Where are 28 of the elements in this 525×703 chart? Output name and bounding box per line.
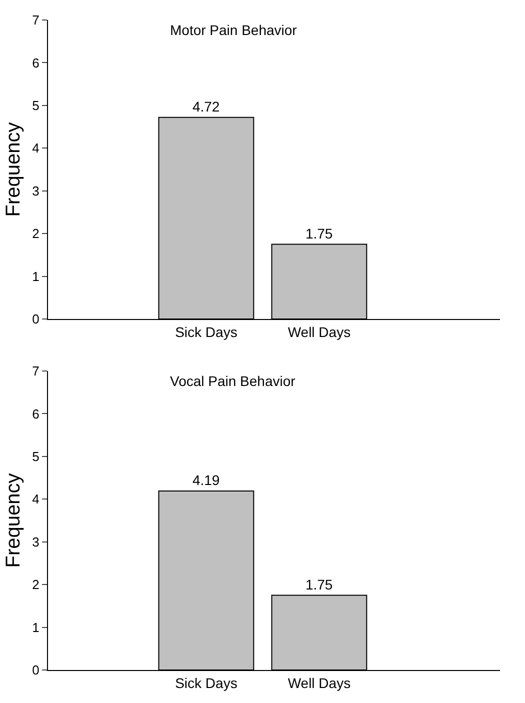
y-tick-label: 7 <box>32 12 40 28</box>
data-label: 1.75 <box>305 576 333 592</box>
y-tick-label: 4 <box>32 492 40 507</box>
y-tick-label: 7 <box>32 364 40 379</box>
data-label: 4.19 <box>192 472 220 488</box>
y-tick-label: 6 <box>32 55 40 70</box>
data-label: 4.72 <box>192 98 220 114</box>
y-axis-title: Frequency <box>2 122 25 217</box>
y-tick-label: 3 <box>32 534 40 550</box>
y-tick-label: 3 <box>32 183 40 198</box>
y-tick-label: 0 <box>32 312 40 327</box>
y-tick-label: 2 <box>32 577 40 592</box>
y-tick-label: 5 <box>32 98 40 113</box>
y-tick-label: 1 <box>32 268 40 284</box>
y-tick-label: 0 <box>32 662 40 678</box>
chart-title: Motor Pain Behavior <box>170 22 298 38</box>
y-tick-label: 2 <box>32 226 40 242</box>
chart-title: Vocal Pain Behavior <box>170 373 296 389</box>
y-tick-label: 5 <box>32 448 40 464</box>
y-tick-label: 1 <box>32 620 40 635</box>
x-tick-label: Well Days <box>288 324 351 340</box>
y-axis-title: Frequency <box>2 473 25 568</box>
y-tick-label: 6 <box>32 406 40 422</box>
y-tick-label: 4 <box>32 140 40 156</box>
x-tick-label: Sick Days <box>175 674 238 691</box>
data-label: 1.75 <box>305 225 333 242</box>
x-tick-label: Sick Days <box>175 324 238 340</box>
x-tick-label: Well Days <box>288 674 351 691</box>
